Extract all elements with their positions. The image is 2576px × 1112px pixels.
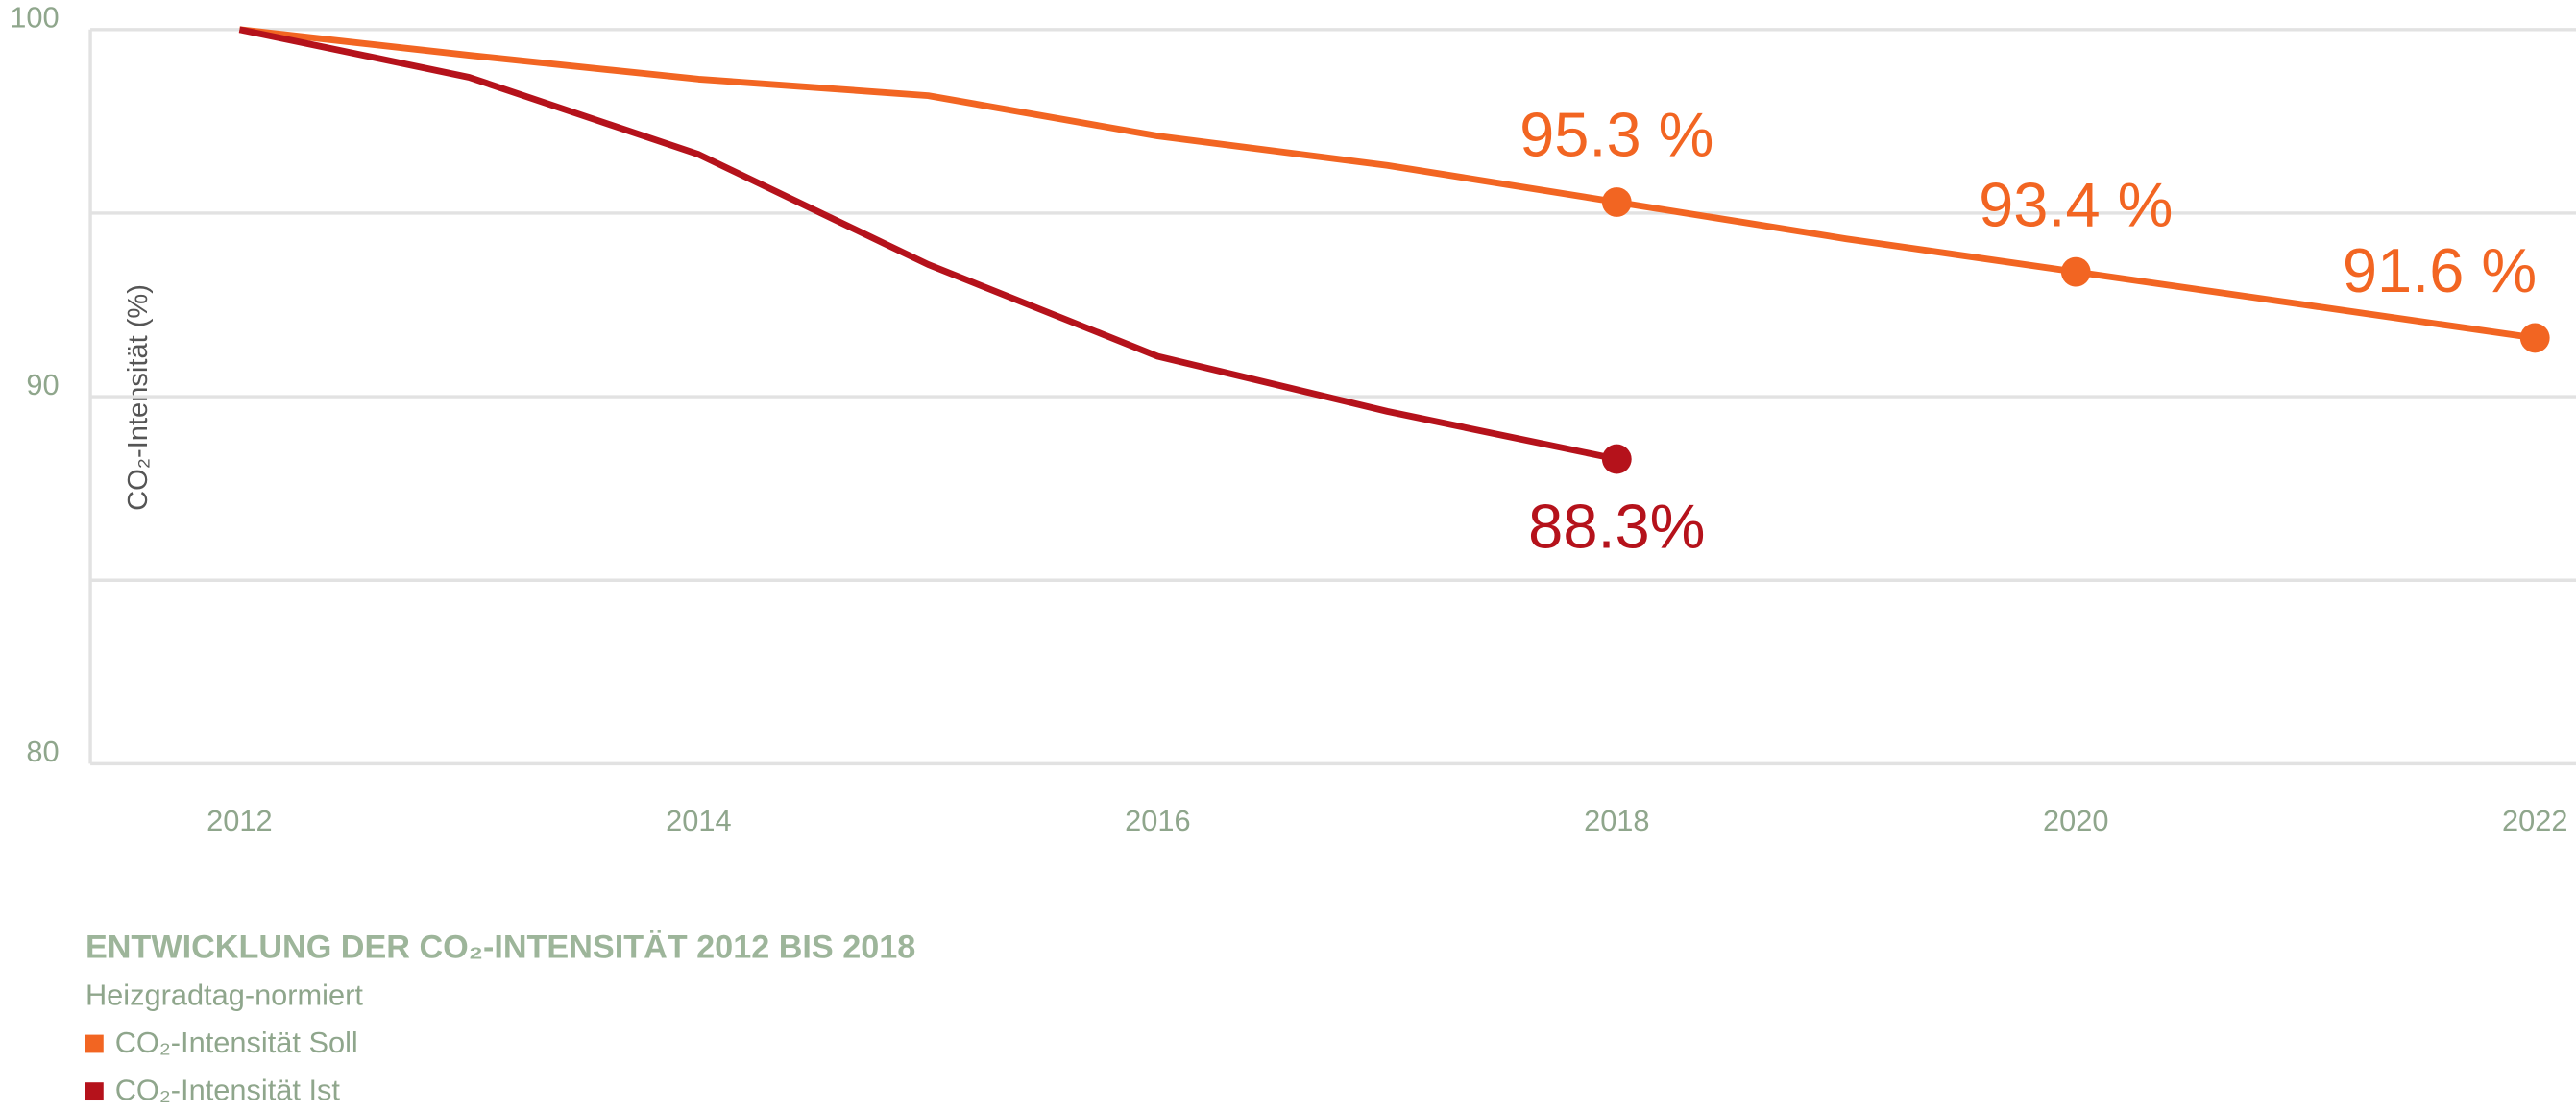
value-label: 88.3% (1528, 492, 1705, 562)
point (1601, 444, 1632, 474)
chart-subtitle: Heizgradtag-normiert (85, 978, 363, 1011)
legend-swatch (85, 1034, 104, 1053)
value-label: 95.3 % (1519, 100, 1713, 170)
point (1601, 187, 1632, 217)
value-label: 91.6 % (2343, 235, 2537, 305)
x-tick-label: 2014 (666, 804, 731, 837)
legend-label: CO₂-Intensität Ist (115, 1074, 341, 1107)
y-tick-label: 80 (26, 735, 59, 768)
legend-swatch (85, 1082, 104, 1101)
series-line (239, 26, 2536, 342)
x-tick-label: 2012 (207, 804, 272, 837)
point (2519, 323, 2550, 353)
x-tick-label: 2016 (1125, 804, 1190, 837)
x-tick-label: 2020 (2043, 804, 2108, 837)
point (2060, 256, 2091, 287)
y-tick-label: 100 (10, 1, 59, 35)
y-tick-label: 90 (26, 368, 59, 401)
legend-label: CO₂-Intensität Soll (115, 1026, 358, 1059)
chart-title: ENTWICKLUNG DER CO₂-INTENSITÄT 2012 BIS … (85, 930, 915, 966)
value-label: 93.4 % (1979, 169, 2173, 239)
x-tick-label: 2018 (1584, 804, 1649, 837)
x-tick-label: 2022 (2502, 804, 2567, 837)
series-line (238, 26, 1618, 463)
